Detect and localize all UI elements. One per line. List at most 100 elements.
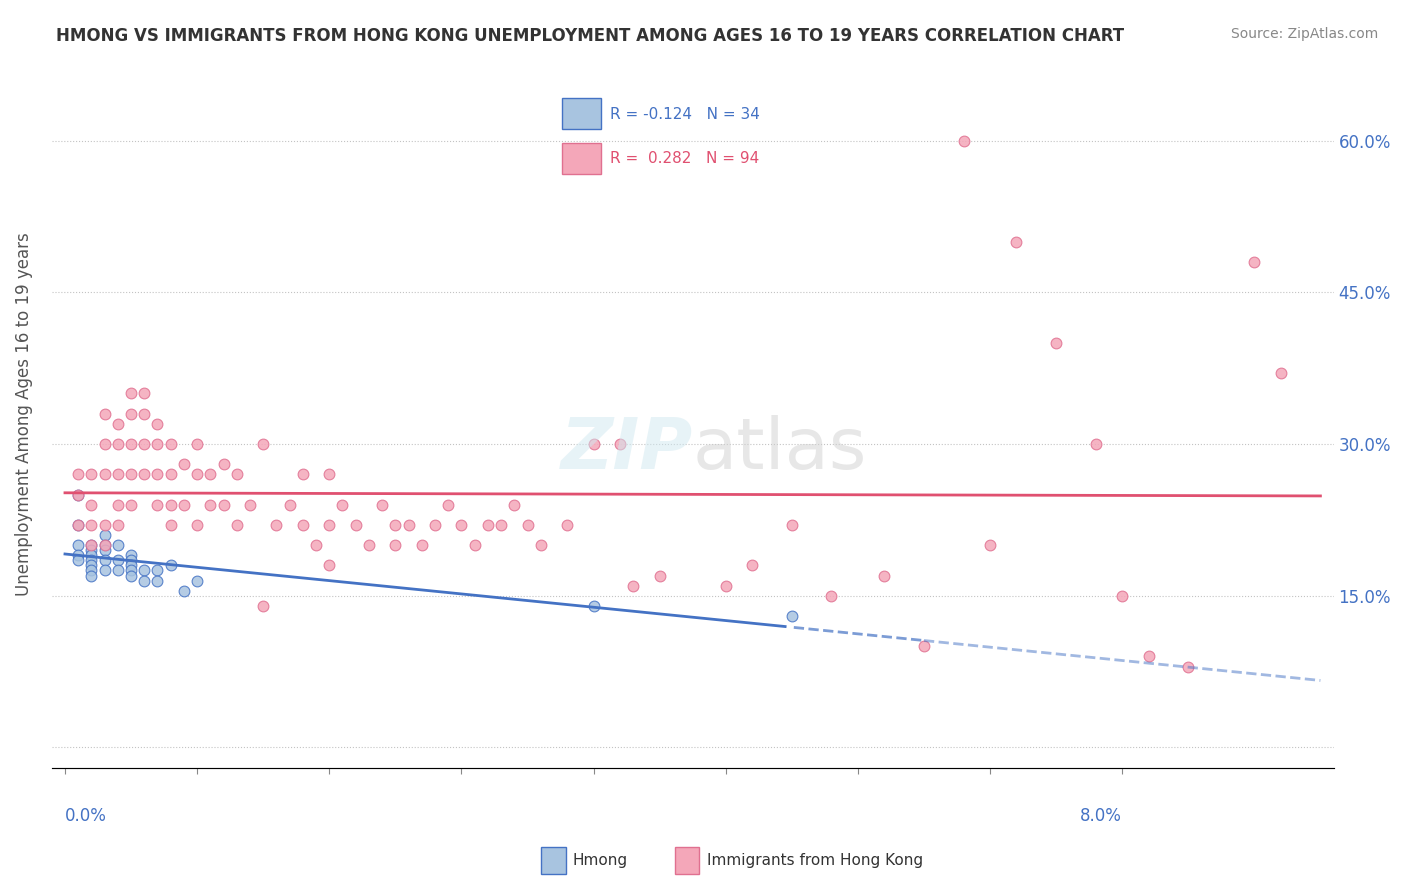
Point	[582, 437, 605, 451]
Point	[186, 467, 208, 482]
Point	[120, 386, 142, 401]
Point	[80, 538, 103, 552]
Point	[120, 498, 142, 512]
Point	[741, 558, 763, 573]
Bar	[562, 98, 600, 129]
Point	[134, 437, 156, 451]
Point	[609, 437, 631, 451]
Point	[186, 517, 208, 532]
Y-axis label: Unemployment Among Ages 16 to 19 years: Unemployment Among Ages 16 to 19 years	[15, 232, 32, 596]
Point	[146, 564, 169, 578]
Point	[952, 134, 974, 148]
Point	[107, 498, 129, 512]
Point	[120, 407, 142, 421]
Point	[146, 574, 169, 588]
Point	[134, 407, 156, 421]
Point	[107, 564, 129, 578]
Point	[67, 487, 90, 501]
Point	[979, 538, 1001, 552]
Point	[93, 543, 115, 558]
Point	[67, 549, 90, 563]
Point	[516, 517, 538, 532]
Point	[1243, 255, 1265, 269]
Point	[80, 538, 103, 552]
Point	[120, 564, 142, 578]
Text: ZIP: ZIP	[561, 415, 693, 483]
Point	[80, 543, 103, 558]
Point	[93, 467, 115, 482]
Point	[489, 517, 512, 532]
Text: 8.0%: 8.0%	[1080, 806, 1122, 824]
Point	[820, 589, 842, 603]
Point	[477, 517, 499, 532]
Point	[134, 467, 156, 482]
Point	[107, 467, 129, 482]
Point	[93, 407, 115, 421]
Point	[159, 437, 181, 451]
Point	[67, 517, 90, 532]
Point	[146, 417, 169, 431]
Point	[146, 467, 169, 482]
Point	[714, 579, 737, 593]
Point	[80, 517, 103, 532]
Point	[1005, 235, 1028, 249]
Point	[80, 498, 103, 512]
Point	[93, 553, 115, 567]
Point	[107, 517, 129, 532]
Point	[159, 517, 181, 532]
Point	[80, 564, 103, 578]
Point	[411, 538, 433, 552]
Point	[212, 457, 235, 471]
Text: Hmong: Hmong	[574, 854, 628, 868]
Point	[159, 558, 181, 573]
Point	[266, 517, 288, 532]
Point	[146, 498, 169, 512]
Point	[120, 437, 142, 451]
Point	[621, 579, 644, 593]
Point	[780, 517, 803, 532]
Point	[555, 517, 578, 532]
Point	[93, 538, 115, 552]
Point	[1111, 589, 1133, 603]
Text: Immigrants from Hong Kong: Immigrants from Hong Kong	[707, 854, 922, 868]
Point	[371, 498, 394, 512]
Point	[134, 564, 156, 578]
Point	[1084, 437, 1107, 451]
Point	[67, 538, 90, 552]
Point	[159, 498, 181, 512]
Point	[332, 498, 354, 512]
Point	[291, 517, 314, 532]
Point	[186, 574, 208, 588]
Point	[80, 568, 103, 582]
Point	[278, 498, 301, 512]
Point	[225, 467, 247, 482]
Bar	[541, 847, 565, 874]
Point	[173, 498, 195, 512]
Point	[305, 538, 328, 552]
Point	[252, 437, 274, 451]
Point	[93, 528, 115, 542]
Point	[212, 498, 235, 512]
Point	[146, 437, 169, 451]
Point	[318, 517, 340, 532]
Text: R = -0.124   N = 34: R = -0.124 N = 34	[610, 107, 761, 121]
Point	[80, 553, 103, 567]
Text: atlas: atlas	[693, 415, 868, 483]
Point	[107, 538, 129, 552]
Point	[67, 553, 90, 567]
Point	[120, 568, 142, 582]
Text: R =  0.282   N = 94: R = 0.282 N = 94	[610, 152, 759, 166]
Point	[67, 487, 90, 501]
Point	[120, 553, 142, 567]
Point	[318, 558, 340, 573]
Point	[1045, 335, 1067, 350]
Point	[67, 517, 90, 532]
Point	[159, 467, 181, 482]
Point	[200, 467, 222, 482]
Point	[225, 517, 247, 532]
Point	[200, 498, 222, 512]
Point	[912, 640, 935, 654]
Point	[173, 583, 195, 598]
Point	[173, 457, 195, 471]
Point	[107, 553, 129, 567]
